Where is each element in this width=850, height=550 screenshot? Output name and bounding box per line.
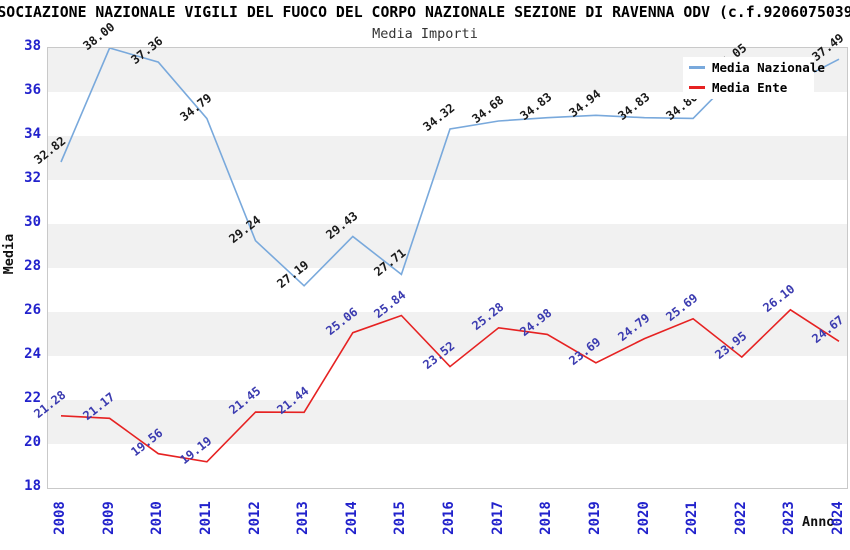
x-axis-title: Anno	[802, 514, 835, 530]
y-tick-32: 32	[24, 170, 41, 186]
x-tick-2011: 2011	[197, 501, 214, 535]
series-line-media-ente	[60, 308, 840, 463]
legend-item-media-ente: Media Ente	[683, 77, 814, 97]
chart-title: ASSOCIAZIONE NAZIONALE VIGILI DEL FUOCO …	[0, 4, 850, 21]
y-tick-22: 22	[24, 390, 41, 406]
x-tick-2012: 2012	[246, 501, 263, 535]
x-tick-2015: 2015	[392, 501, 409, 535]
x-tick-2021: 2021	[684, 501, 701, 535]
y-axis-title: Media	[1, 233, 17, 275]
x-tick-2019: 2019	[586, 501, 603, 535]
x-tick-2013: 2013	[295, 501, 312, 535]
media-ente-line-swatch	[689, 85, 705, 89]
x-tick-2022: 2022	[732, 501, 749, 535]
y-tick-30: 30	[24, 214, 41, 230]
y-tick-24: 24	[24, 346, 41, 362]
series-line-media-nazionale	[60, 48, 840, 287]
y-tick-34: 34	[24, 126, 41, 142]
y-tick-36: 36	[24, 82, 41, 98]
x-tick-2018: 2018	[538, 501, 555, 535]
legend-label-media-nazionale: Media Nazionale	[712, 59, 825, 75]
legend-label-media-ente: Media Ente	[712, 79, 788, 95]
x-tick-2020: 2020	[635, 501, 652, 535]
x-tick-2008: 2008	[52, 501, 68, 535]
x-tick-2023: 2023	[781, 501, 798, 535]
y-tick-28: 28	[24, 258, 41, 274]
x-tick-2009: 2009	[100, 501, 117, 535]
legend: Media Nazionale Media Ente	[683, 57, 825, 99]
line-series-canvas	[60, 48, 840, 463]
y-tick-20: 20	[24, 434, 41, 450]
y-tick-18: 18	[24, 478, 41, 494]
media-nazionale-line-swatch	[689, 65, 705, 69]
x-tick-2017: 2017	[489, 501, 506, 535]
plot-area: 32.82 38.00 37.36 34.79 29.24 27.19 29.43 27.71…	[31, 20, 848, 489]
x-tick-2014: 2014	[343, 501, 360, 535]
y-tick-38: 38	[24, 38, 41, 54]
x-tick-2024: 2024	[830, 501, 846, 535]
legend-item-media-nazionale: Media Nazionale	[683, 57, 825, 77]
chart-subtitle: Media Importi	[372, 26, 478, 42]
x-tick-2016: 2016	[441, 501, 457, 535]
x-tick-2010: 2010	[149, 501, 166, 535]
y-tick-26: 26	[24, 302, 41, 318]
